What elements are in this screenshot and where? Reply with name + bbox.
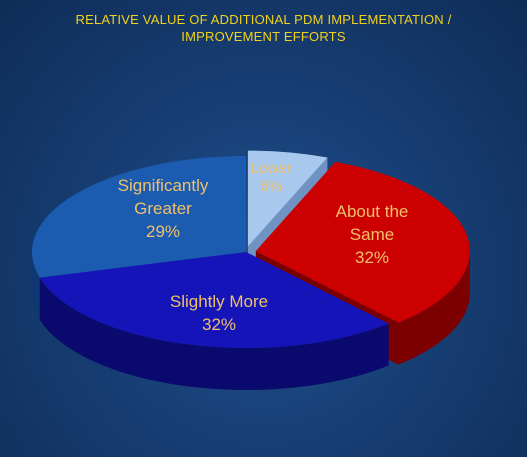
data-label-line: 29% bbox=[146, 222, 180, 241]
data-label-about-the-same: About the Same 32% bbox=[336, 202, 409, 267]
data-label-slightly-more: Slightly More 32% bbox=[170, 292, 268, 334]
data-label-significantly-greater: Significantly Greater 29% bbox=[118, 176, 209, 241]
data-label-line: 6% bbox=[260, 178, 282, 195]
pie-slice-slightly-more bbox=[39, 252, 389, 348]
data-label-line: Significantly bbox=[118, 176, 209, 195]
pie-slice-significantly-greater bbox=[32, 156, 247, 278]
pie-labels: Lower 6%About the Same 32%Slightly More 32%S… bbox=[118, 160, 409, 334]
pie-tops bbox=[32, 150, 470, 348]
pie-slice-side-about-the-same bbox=[398, 251, 470, 365]
data-label-lower: Lower 6% bbox=[251, 160, 292, 195]
data-label-line: Slightly More bbox=[170, 292, 268, 311]
data-label-line: Greater bbox=[134, 199, 192, 218]
data-label-line: Lower bbox=[251, 160, 292, 177]
pie-slice-side-significantly-greater bbox=[32, 252, 40, 320]
chart-title-line-1: RELATIVE VALUE OF ADDITIONAL PDM IMPLEME… bbox=[75, 12, 452, 27]
data-label-line: 32% bbox=[355, 248, 389, 267]
pie-slice-lower bbox=[247, 150, 328, 247]
pie-slice-side-slightly-more bbox=[39, 277, 389, 390]
data-label-line: About the bbox=[336, 202, 409, 221]
chart-title: RELATIVE VALUE OF ADDITIONAL PDM IMPLEME… bbox=[0, 11, 527, 45]
pie-slice-about-the-same bbox=[255, 161, 470, 323]
chart-title-line-2: IMPROVEMENT EFFORTS bbox=[181, 29, 346, 44]
data-label-line: Same bbox=[350, 225, 394, 244]
data-label-line: 32% bbox=[202, 315, 236, 334]
